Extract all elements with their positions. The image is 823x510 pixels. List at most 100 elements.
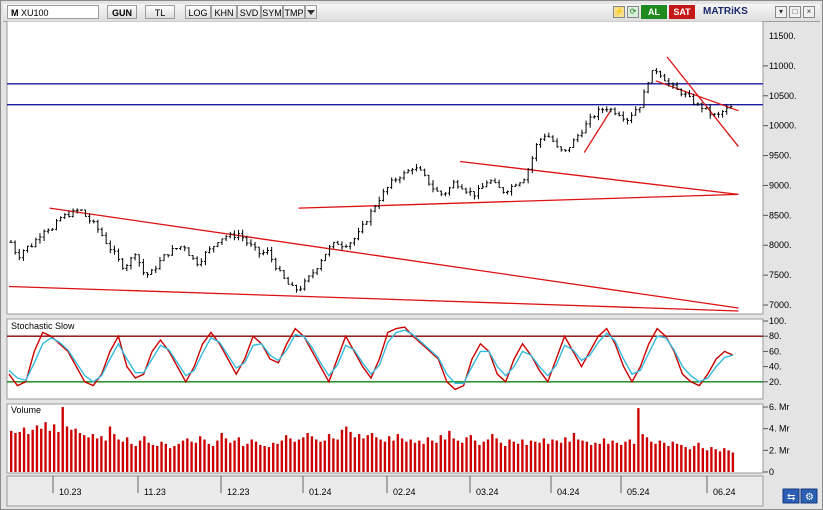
volume-bar: [439, 435, 442, 472]
volume-bar: [727, 450, 730, 472]
price-bar: [83, 209, 87, 217]
price-bar: [394, 177, 398, 183]
volume-tick-label: 6. Mr: [769, 402, 790, 412]
price-bar: [112, 245, 116, 255]
volume-bar: [229, 442, 232, 472]
price-bar: [92, 219, 96, 224]
volume-bar: [654, 443, 657, 472]
volume-bar: [319, 441, 322, 472]
price-bar: [88, 213, 92, 224]
volume-bar: [495, 438, 498, 472]
price-bar: [704, 107, 708, 110]
volume-bar: [418, 440, 421, 472]
stochastic-d-line: [8, 329, 734, 384]
restore-icon[interactable]: □: [789, 6, 801, 18]
price-bar: [568, 147, 572, 153]
volume-bar: [435, 442, 438, 472]
volume-bar: [413, 442, 417, 472]
volume-bar: [104, 440, 107, 472]
price-bar: [340, 241, 344, 251]
price-bar: [592, 115, 596, 119]
x-tick-label: 03.24: [476, 487, 499, 497]
x-tick-label: 04.24: [557, 487, 580, 497]
volume-bar: [568, 441, 571, 472]
sym-button[interactable]: SYM: [261, 5, 283, 19]
price-bar: [683, 91, 687, 98]
volume-bar: [121, 441, 125, 472]
currency-button-tl[interactable]: TL: [145, 5, 175, 19]
trendline: [49, 207, 739, 309]
price-bar: [634, 106, 638, 116]
svd-button[interactable]: SVD: [237, 5, 261, 19]
stochastic-tick-label: 20.: [769, 377, 782, 387]
volume-bar: [375, 437, 378, 472]
trendline: [655, 80, 739, 112]
volume-bar: [628, 439, 631, 472]
volume-bar: [220, 433, 223, 472]
refresh-icon[interactable]: ⟳: [627, 6, 639, 18]
period-button-gun[interactable]: GUN: [107, 5, 137, 19]
volume-bar: [117, 439, 120, 472]
settings-button[interactable]: [800, 488, 818, 504]
lightning-icon[interactable]: ⚡: [613, 6, 625, 18]
price-bar: [410, 167, 414, 175]
khn-button[interactable]: KHN: [211, 5, 237, 19]
volume-bar: [160, 441, 163, 472]
buy-button[interactable]: AL: [641, 5, 667, 19]
volume-bar: [555, 440, 558, 472]
volume-bar: [57, 431, 60, 472]
price-bar: [514, 183, 518, 187]
volume-bar: [95, 438, 99, 472]
price-bar: [59, 216, 63, 222]
price-bar: [435, 186, 439, 192]
price-tick-label: 7000.: [769, 300, 792, 310]
volume-bar: [461, 442, 464, 472]
volume-bar: [577, 439, 580, 472]
volume-bar: [688, 449, 692, 472]
volume-bar: [465, 437, 468, 472]
price-bar: [303, 278, 307, 291]
log-button[interactable]: LOG: [185, 5, 211, 19]
price-bar: [671, 82, 675, 89]
price-bar: [270, 246, 274, 263]
price-bar: [75, 208, 79, 214]
volume-bar: [559, 442, 563, 472]
price-bar: [510, 184, 514, 196]
price-bar: [46, 228, 50, 234]
price-bar: [158, 257, 162, 270]
volume-bar: [684, 447, 687, 472]
volume-bar: [723, 448, 726, 472]
price-bar: [621, 111, 625, 122]
x-tick-label: 11.23: [144, 487, 166, 497]
volume-bar: [100, 436, 103, 472]
volume-bar: [254, 441, 258, 472]
toolbar: M XU100 GUN TL LOG KHN SVD SYM TMP ⚡ ⟳ A…: [3, 4, 820, 22]
price-bar: [71, 208, 75, 218]
price-bar: [522, 178, 526, 184]
close-icon[interactable]: ×: [803, 6, 815, 18]
tmp-button[interactable]: TMP: [283, 5, 305, 19]
sell-button[interactable]: SAT: [669, 5, 695, 19]
volume-bar: [718, 451, 722, 472]
volume-bar: [400, 438, 404, 472]
minimize-icon[interactable]: ▾: [775, 6, 787, 18]
scroll-left-button[interactable]: [782, 488, 800, 504]
price-bar: [390, 177, 394, 189]
volume-bar: [469, 435, 473, 472]
price-bar: [497, 179, 501, 189]
volume-bar: [607, 443, 610, 472]
price-bar: [79, 209, 83, 212]
price-bar: [439, 190, 443, 197]
volume-bar: [697, 442, 700, 472]
volume-bar: [216, 440, 219, 472]
dropdown-arrow-icon[interactable]: [305, 5, 317, 19]
symbol-selector[interactable]: M XU100: [7, 5, 99, 19]
price-bar: [419, 166, 423, 171]
stochastic-tick-label: 100.: [769, 316, 787, 326]
price-bar: [195, 256, 199, 267]
price-bar: [663, 73, 667, 82]
price-bar: [208, 246, 212, 254]
price-bar: [543, 133, 547, 142]
price-bar: [385, 186, 389, 195]
volume-tick-label: 2. Mr: [769, 445, 790, 455]
